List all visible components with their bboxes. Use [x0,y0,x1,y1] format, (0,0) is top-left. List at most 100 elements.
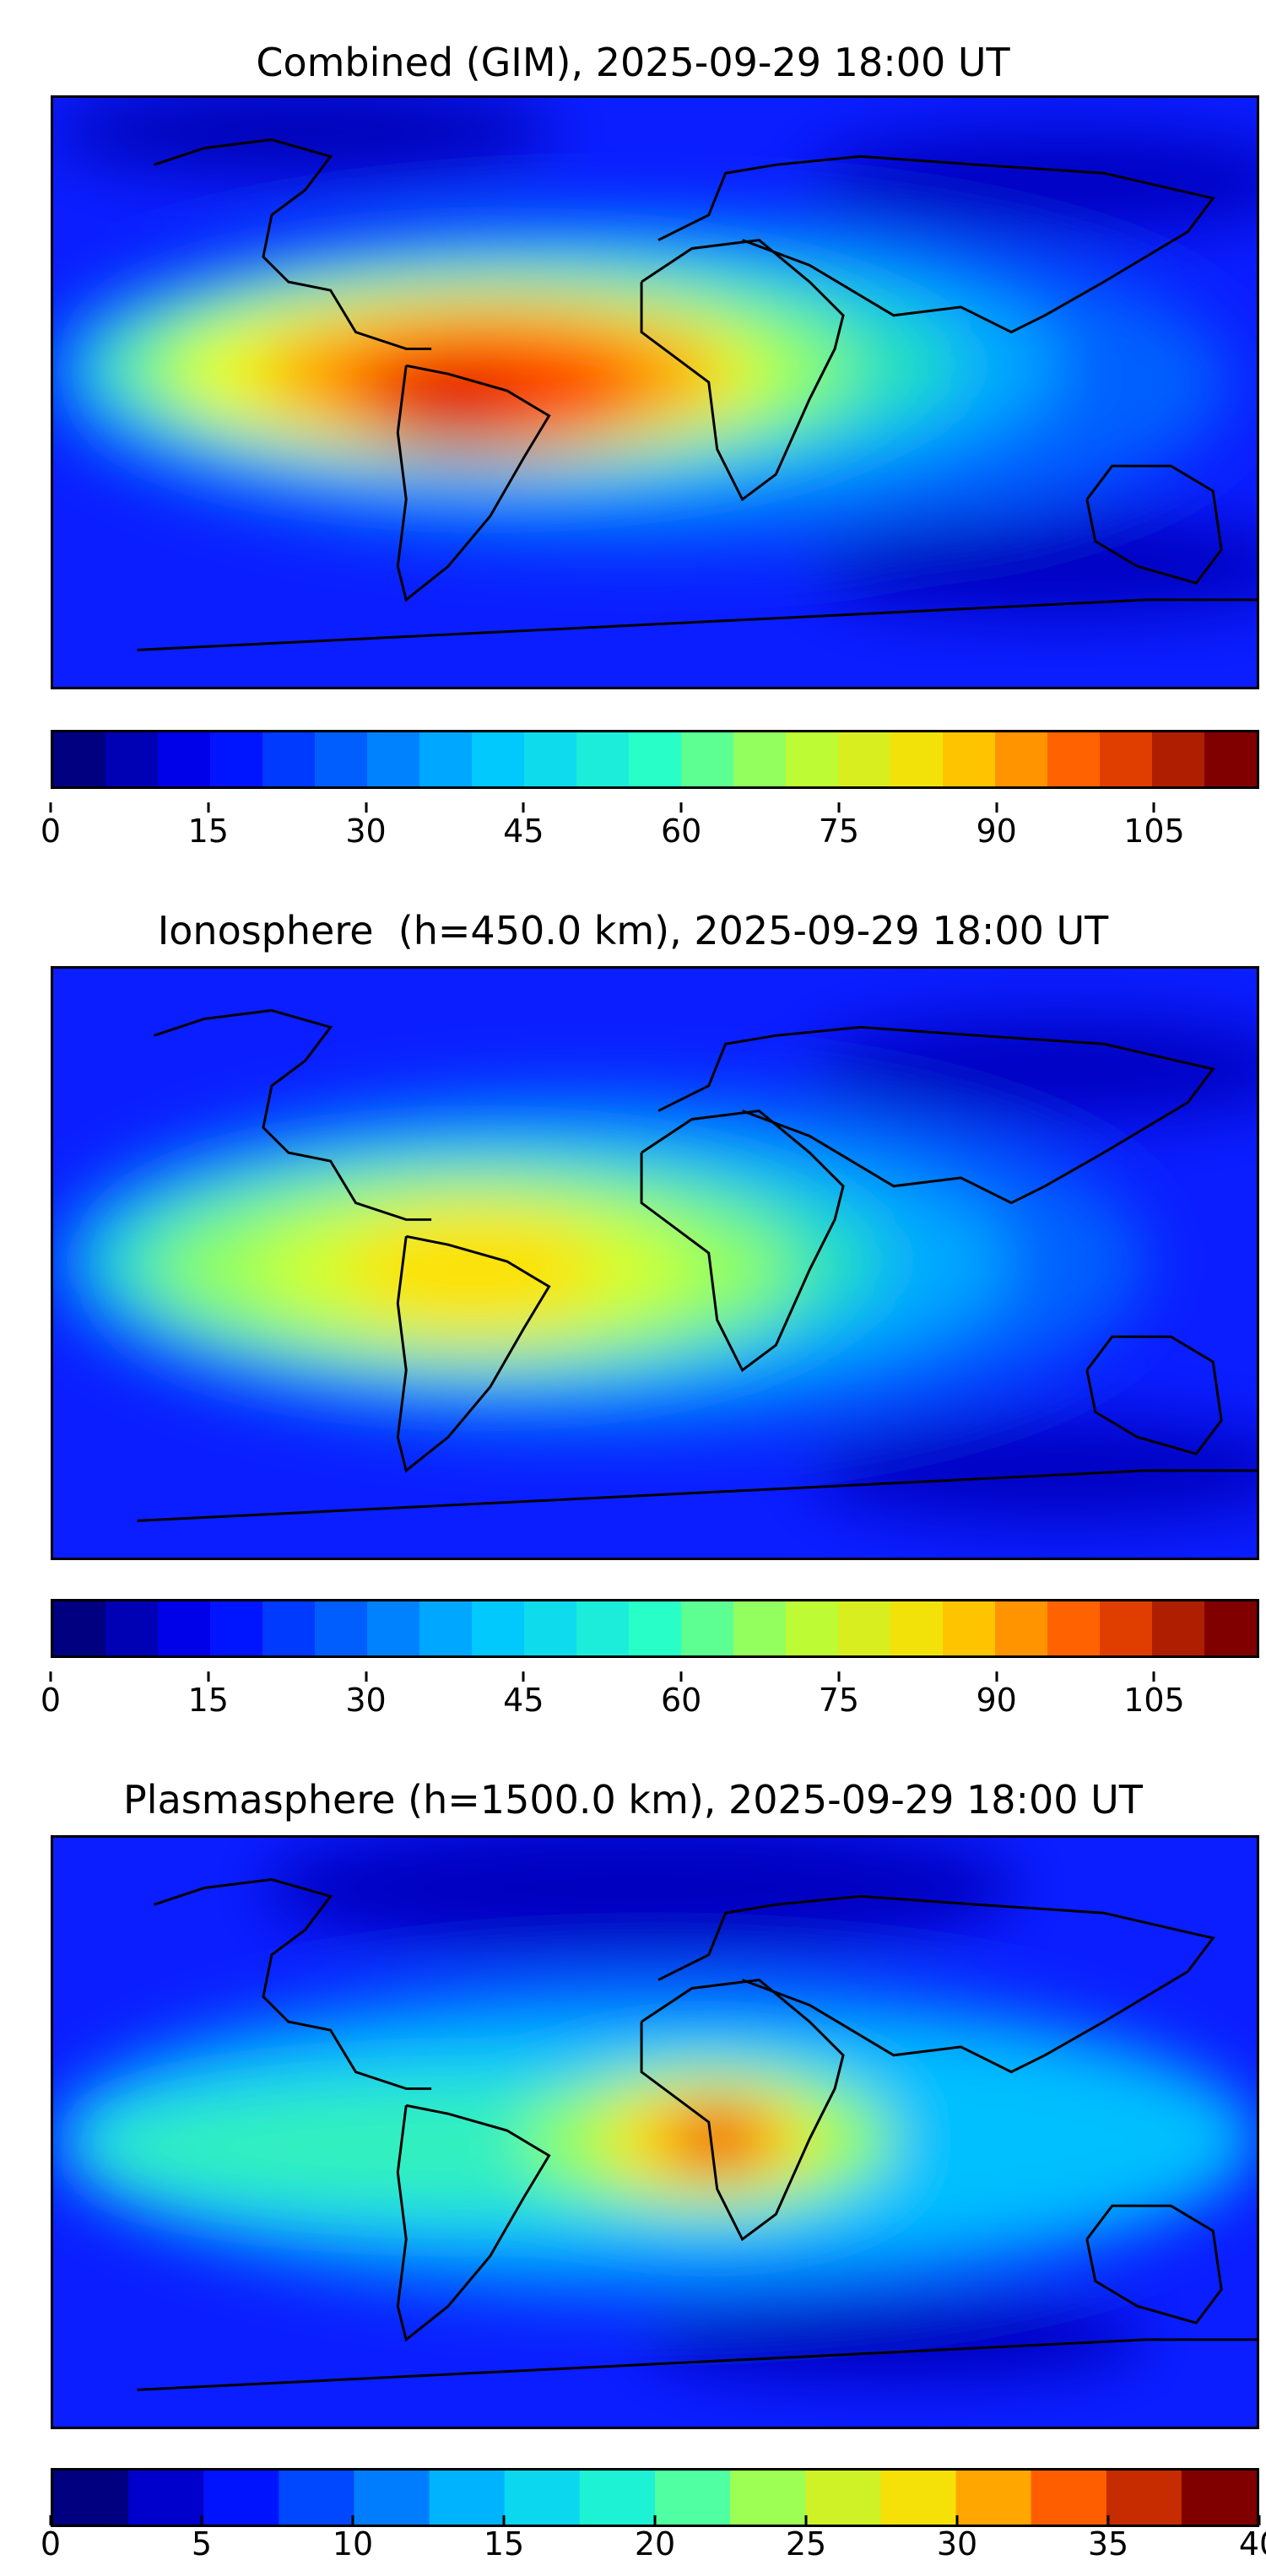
colorbar-level [53,1601,106,1655]
colorbar-level [1152,1601,1205,1655]
heatmap-ionosphere [53,969,1257,1558]
colorbar-level [524,732,577,786]
colorbar-level [314,732,368,786]
colorbar-tick-label: 90 [976,1682,1017,1719]
colorbar-tick-mark [679,802,683,813]
colorbar-level [1100,732,1153,786]
colorbar-ticks: 0 15 30 45 60 75 90 105 [41,1671,1259,1732]
colorbar-level [1100,1601,1153,1655]
colorbar-tick-mark [49,802,52,813]
colorbar-level [1047,732,1101,786]
colorbar-level [730,2471,806,2525]
colorbar-tick-mark [200,2515,203,2525]
colorbar-level [105,732,159,786]
colorbar-tick-mark [837,802,841,813]
colorbar-level [419,1601,473,1655]
colorbar-level [504,2471,581,2525]
tec-map-ionosphere [51,966,1259,1560]
colorbar-combined [51,730,1259,789]
colorbar-level [1152,732,1205,786]
colorbar-level [576,1601,630,1655]
colorbar-tick-mark [49,2515,52,2525]
colorbar-level [629,732,682,786]
colorbar-level [733,1601,787,1655]
colorbar-tick-mark [49,1671,52,1682]
colorbar-tick-mark [207,802,210,813]
colorbar-ticks: 0 15 30 45 60 75 90 105 [41,802,1259,863]
colorbar-level [367,732,420,786]
colorbar-tick-label: 45 [503,813,544,850]
colorbar-level [53,2471,129,2525]
colorbar-tick-mark [365,802,368,813]
colorbar-tick-mark [351,2515,354,2525]
colorbar-level [1204,1601,1257,1655]
colorbar-swatches [53,2471,1257,2525]
colorbar-level [354,2471,430,2525]
colorbar-tick-label: 105 [1123,1682,1185,1719]
colorbar-tick-label: 15 [187,813,229,850]
colorbar-level [53,732,106,786]
colorbar-level [995,1601,1048,1655]
colorbar-level [279,2471,354,2525]
colorbar-level [837,732,891,786]
colorbar-level [262,732,316,786]
colorbar-tick-mark [1152,1671,1155,1682]
colorbar-level [680,1601,734,1655]
colorbar-tick-mark [1106,2515,1110,2525]
colorbar-tick-mark [1152,802,1155,813]
colorbar-level [955,2471,1032,2525]
colorbar-level [203,2471,279,2525]
colorbar-tick-mark [522,1671,525,1682]
colorbar-tick-mark [365,1671,368,1682]
coastlines [137,1009,1257,1522]
colorbar-tick-mark [653,2515,657,2525]
colorbar-tick-mark [207,1671,210,1682]
colorbar-swatches [53,1601,1257,1655]
colorbar-level [1031,2471,1107,2525]
colorbar-level [472,732,525,786]
coastlines [137,1878,1257,2391]
colorbar-tick-label: 105 [1123,813,1185,850]
colorbar-tick-label: 45 [503,1682,544,1719]
colorbar-swatches [53,732,1257,786]
colorbar-tick-label: 30 [345,813,387,850]
colorbar-level [629,1601,682,1655]
colorbar-level [314,1601,368,1655]
colorbar-level [579,2471,656,2525]
colorbar-tick-mark [1258,2515,1261,2525]
colorbar-level [367,1601,420,1655]
colorbar-plasmasphere [51,2468,1259,2527]
colorbar-tick-mark [995,802,998,813]
panel-title: Plasmasphere (h=1500.0 km), 2025-09-29 1… [123,1777,1143,1823]
colorbar-ticks: 0510152025303540 [41,2515,1266,2576]
colorbar-level [890,732,944,786]
colorbar-level [1047,1601,1101,1655]
colorbar-tick-label: 90 [976,813,1017,850]
colorbar-tick-label: 0 [40,1682,62,1719]
colorbar-tick-mark [837,1671,841,1682]
colorbar-level [1181,2471,1257,2525]
colorbar-level [942,1601,996,1655]
colorbar-tick-mark [679,1671,683,1682]
colorbar-tick-label: 60 [660,813,702,850]
colorbar-level [680,732,734,786]
colorbar-level [157,1601,211,1655]
colorbar-level [837,1601,891,1655]
colorbar-tick-label: 0 [40,813,62,850]
tec-map-combined [51,95,1259,689]
colorbar-tick-mark [955,2515,959,2525]
colorbar-level [209,1601,263,1655]
colorbar-level [472,1601,525,1655]
colorbar-level [995,732,1048,786]
colorbar-tick-mark [502,2515,506,2525]
colorbar-level [942,732,996,786]
colorbar-level [785,732,839,786]
colorbar-tick-label: 75 [818,1682,860,1719]
colorbar-tick-mark [804,2515,808,2525]
colorbar-level [785,1601,839,1655]
colorbar-level [805,2471,881,2525]
colorbar-level [733,732,787,786]
colorbar-level [524,1601,577,1655]
colorbar-level [655,2471,731,2525]
colorbar-level [105,1601,159,1655]
